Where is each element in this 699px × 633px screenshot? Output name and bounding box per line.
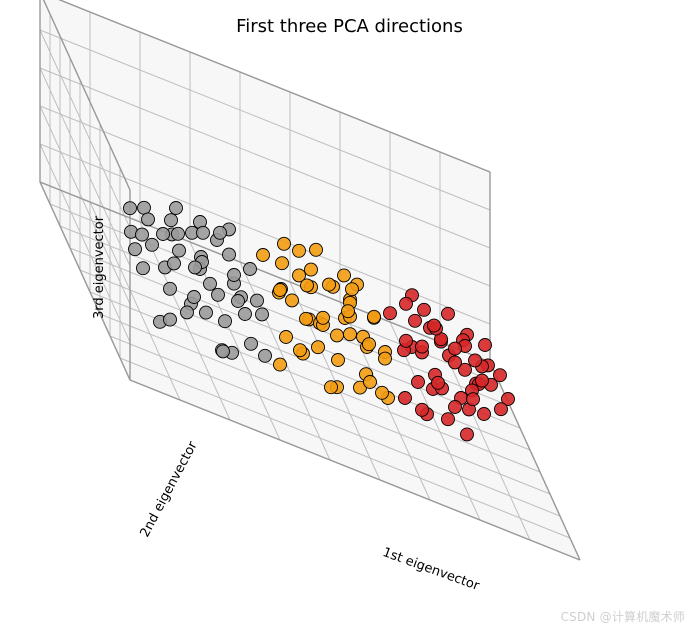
data-point <box>214 226 227 239</box>
data-point <box>142 213 155 226</box>
data-point <box>479 339 492 352</box>
data-point <box>416 403 429 416</box>
data-point <box>325 381 338 394</box>
data-point <box>239 308 252 321</box>
data-point <box>301 279 314 292</box>
data-point <box>346 283 359 296</box>
data-point <box>310 243 323 256</box>
data-point <box>137 262 150 275</box>
data-point <box>478 408 491 421</box>
data-point <box>276 257 289 270</box>
data-point <box>146 238 159 251</box>
z-axis-label: 3rd eigenvector <box>92 216 107 319</box>
data-point <box>293 244 306 257</box>
data-point <box>379 352 392 365</box>
data-point <box>219 315 232 328</box>
data-point <box>364 376 377 389</box>
data-point <box>129 243 142 256</box>
data-point <box>223 248 236 261</box>
data-point <box>189 261 202 274</box>
data-point <box>449 401 462 414</box>
watermark-text: CSDN @计算机魔术师 <box>561 608 685 625</box>
data-point <box>495 403 508 416</box>
data-point <box>409 314 422 327</box>
data-point <box>280 331 293 344</box>
figure: First three PCA directions 1st eigenvect… <box>0 0 699 633</box>
data-point <box>376 386 389 399</box>
data-point <box>416 340 429 353</box>
data-point <box>173 244 186 257</box>
data-point <box>181 306 194 319</box>
data-point <box>257 249 270 262</box>
data-point <box>368 310 381 323</box>
data-point <box>168 257 181 270</box>
data-point <box>232 295 245 308</box>
data-point <box>172 227 185 240</box>
data-point <box>400 297 413 310</box>
data-point <box>228 269 241 282</box>
data-point <box>332 354 345 367</box>
data-point <box>212 288 225 301</box>
data-point <box>412 376 425 389</box>
data-point <box>256 308 269 321</box>
data-point <box>259 349 272 362</box>
data-point <box>342 305 355 318</box>
data-point <box>274 284 287 297</box>
data-point <box>217 345 230 358</box>
data-point <box>344 328 357 341</box>
data-point <box>442 413 455 426</box>
data-point <box>294 344 307 357</box>
data-point <box>164 282 177 295</box>
data-point <box>157 228 170 241</box>
data-point <box>274 358 287 371</box>
data-point <box>399 392 412 405</box>
data-point <box>188 291 201 304</box>
data-point <box>461 428 474 441</box>
data-point <box>442 307 455 320</box>
data-point <box>244 263 257 276</box>
data-point <box>384 307 397 320</box>
data-point <box>286 294 299 307</box>
data-point <box>165 214 178 227</box>
data-point <box>323 278 336 291</box>
data-point <box>138 201 151 214</box>
data-point <box>449 342 462 355</box>
data-point <box>300 312 313 325</box>
data-point <box>251 294 264 307</box>
data-point <box>317 311 330 324</box>
data-point <box>418 303 431 316</box>
data-point <box>245 337 258 350</box>
data-point <box>476 374 489 387</box>
data-point <box>331 329 344 342</box>
data-point <box>469 354 482 367</box>
data-point <box>124 202 137 215</box>
data-point <box>197 226 210 239</box>
data-point <box>467 393 480 406</box>
data-point <box>170 202 183 215</box>
data-point <box>305 263 318 276</box>
data-point <box>136 228 149 241</box>
data-point <box>338 269 351 282</box>
data-point <box>200 306 213 319</box>
data-point <box>363 338 376 351</box>
data-point <box>449 356 462 369</box>
data-point <box>400 334 413 347</box>
data-point <box>432 376 445 389</box>
data-point <box>164 313 177 326</box>
data-point <box>278 237 291 250</box>
data-point <box>312 341 325 354</box>
data-point <box>428 319 441 332</box>
data-point <box>204 277 217 290</box>
